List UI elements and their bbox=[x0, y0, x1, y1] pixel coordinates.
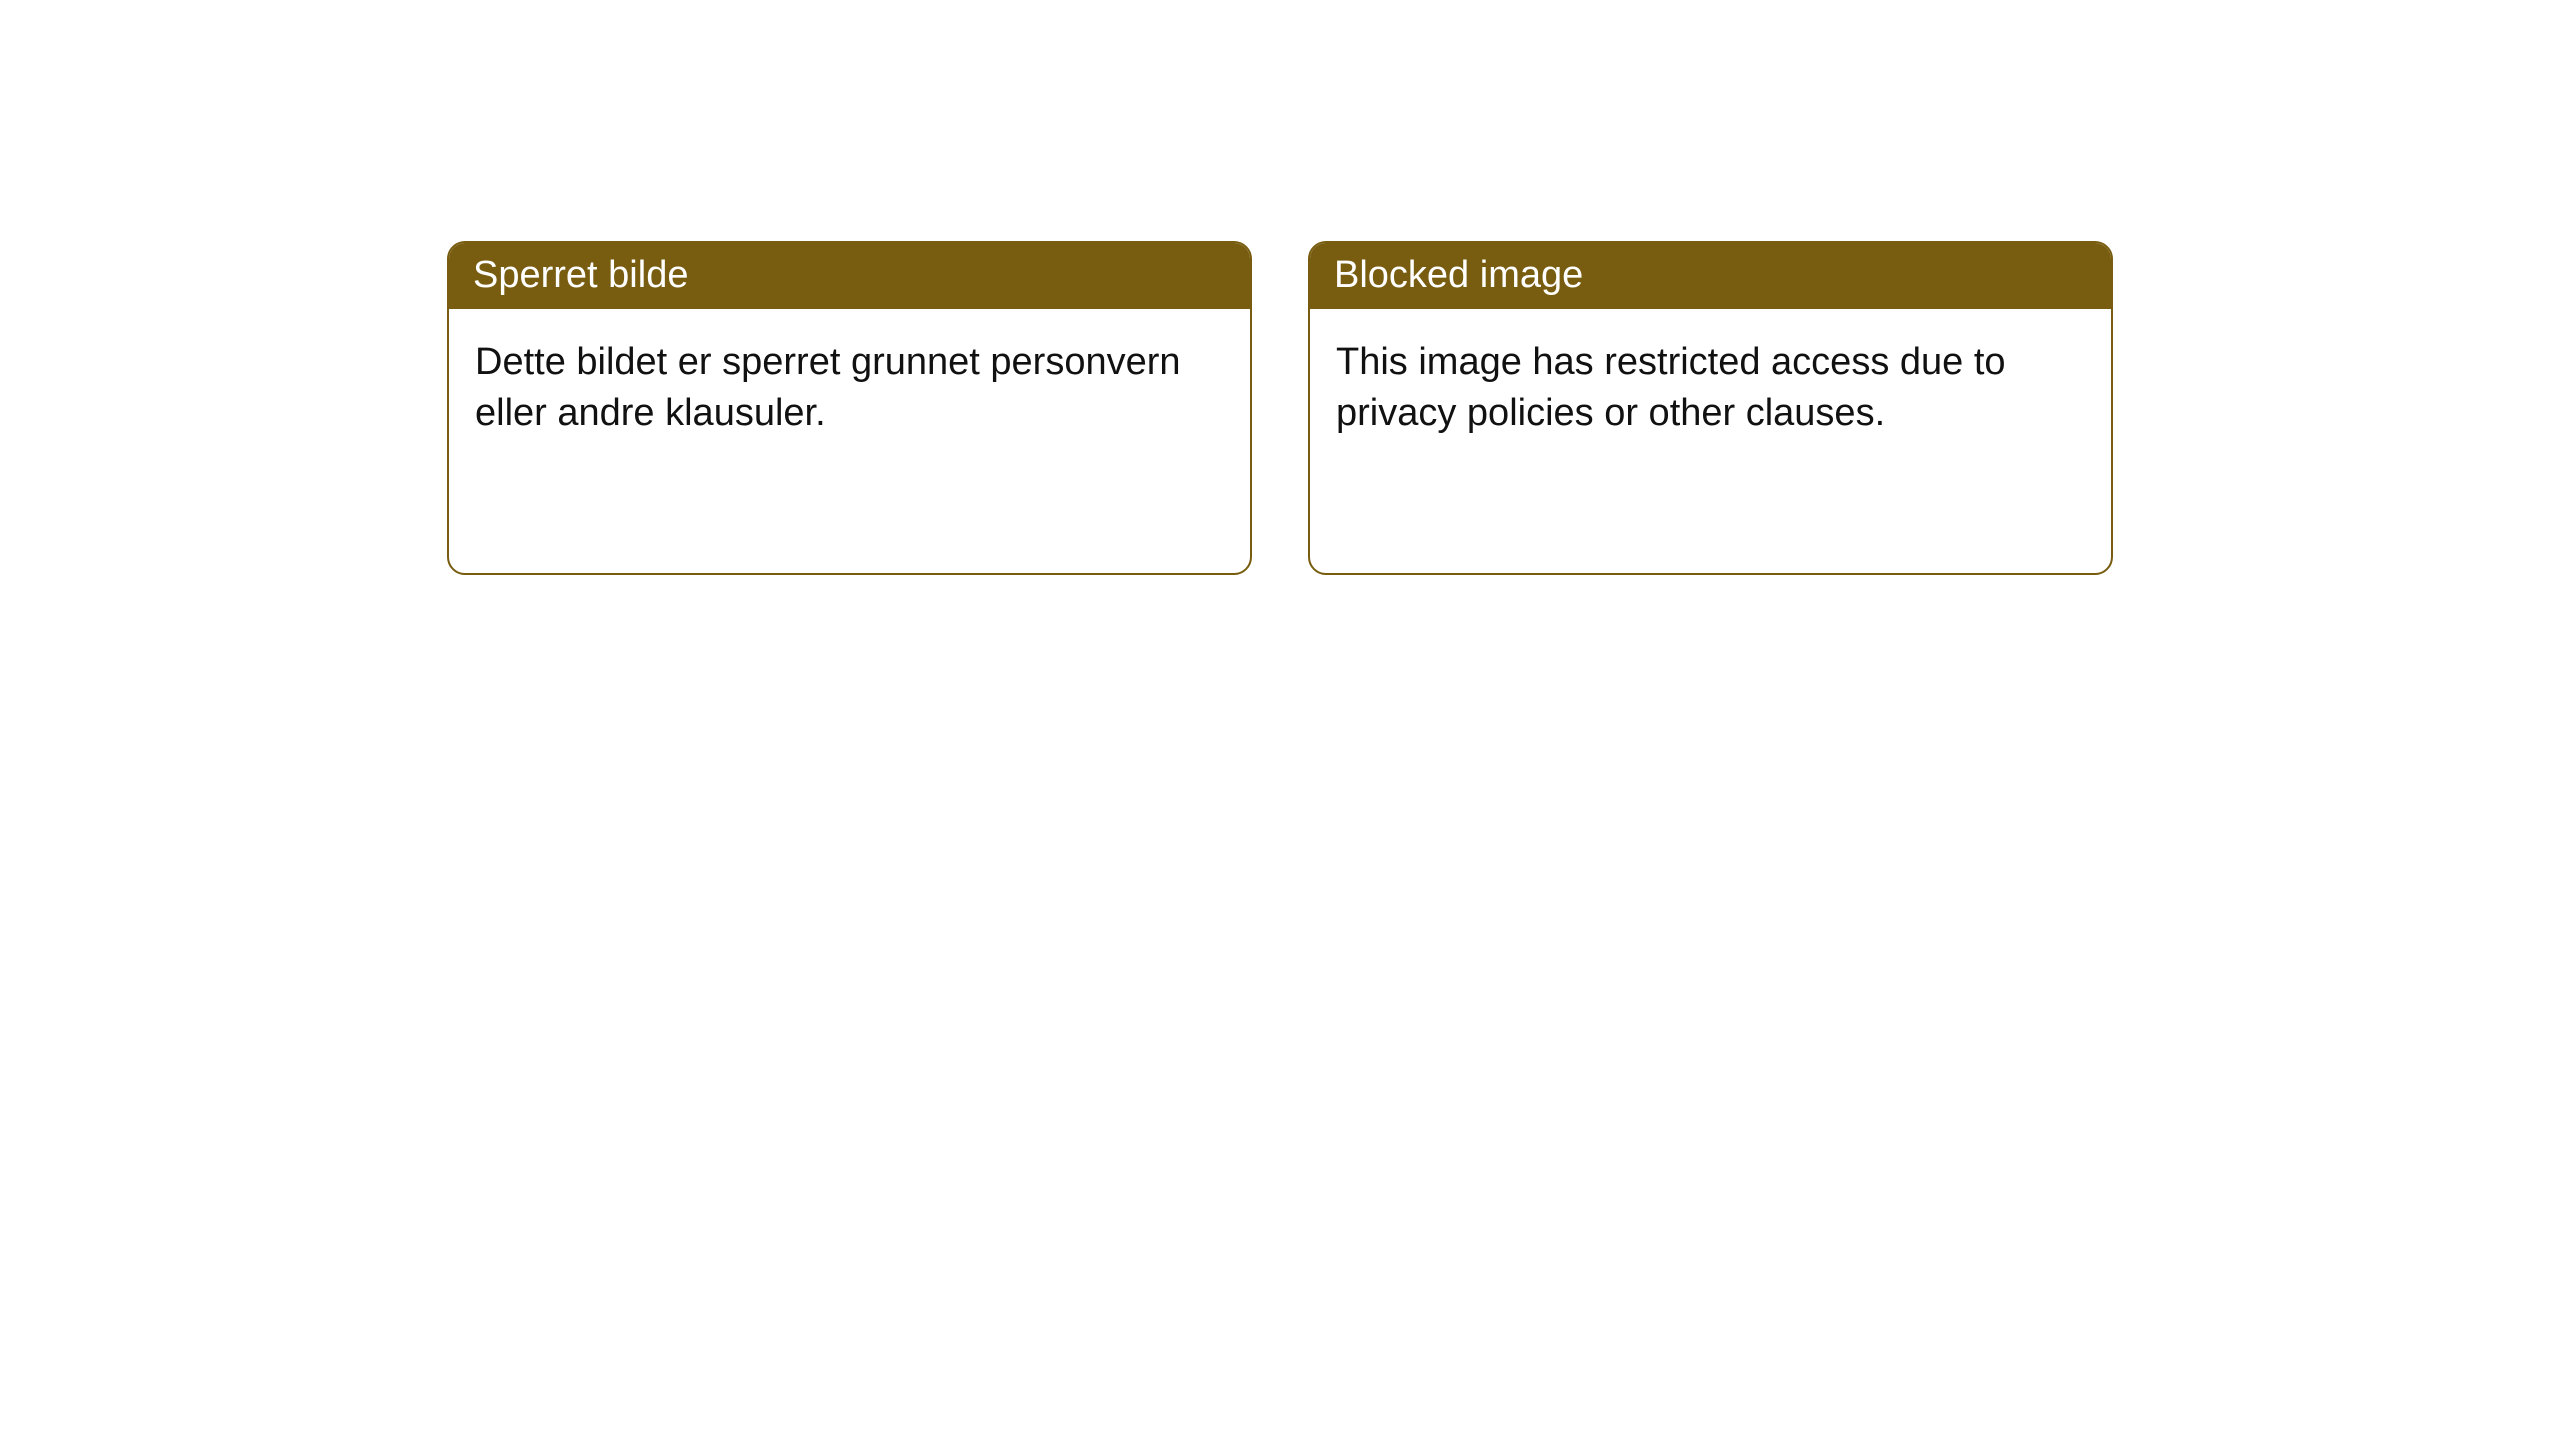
notice-header-en: Blocked image bbox=[1310, 243, 2111, 309]
notice-header-no: Sperret bilde bbox=[449, 243, 1250, 309]
notice-body-en: This image has restricted access due to … bbox=[1310, 309, 2111, 468]
notice-card-no: Sperret bilde Dette bildet er sperret gr… bbox=[447, 241, 1252, 575]
notice-container: Sperret bilde Dette bildet er sperret gr… bbox=[447, 241, 2113, 575]
notice-card-en: Blocked image This image has restricted … bbox=[1308, 241, 2113, 575]
notice-body-no: Dette bildet er sperret grunnet personve… bbox=[449, 309, 1250, 468]
